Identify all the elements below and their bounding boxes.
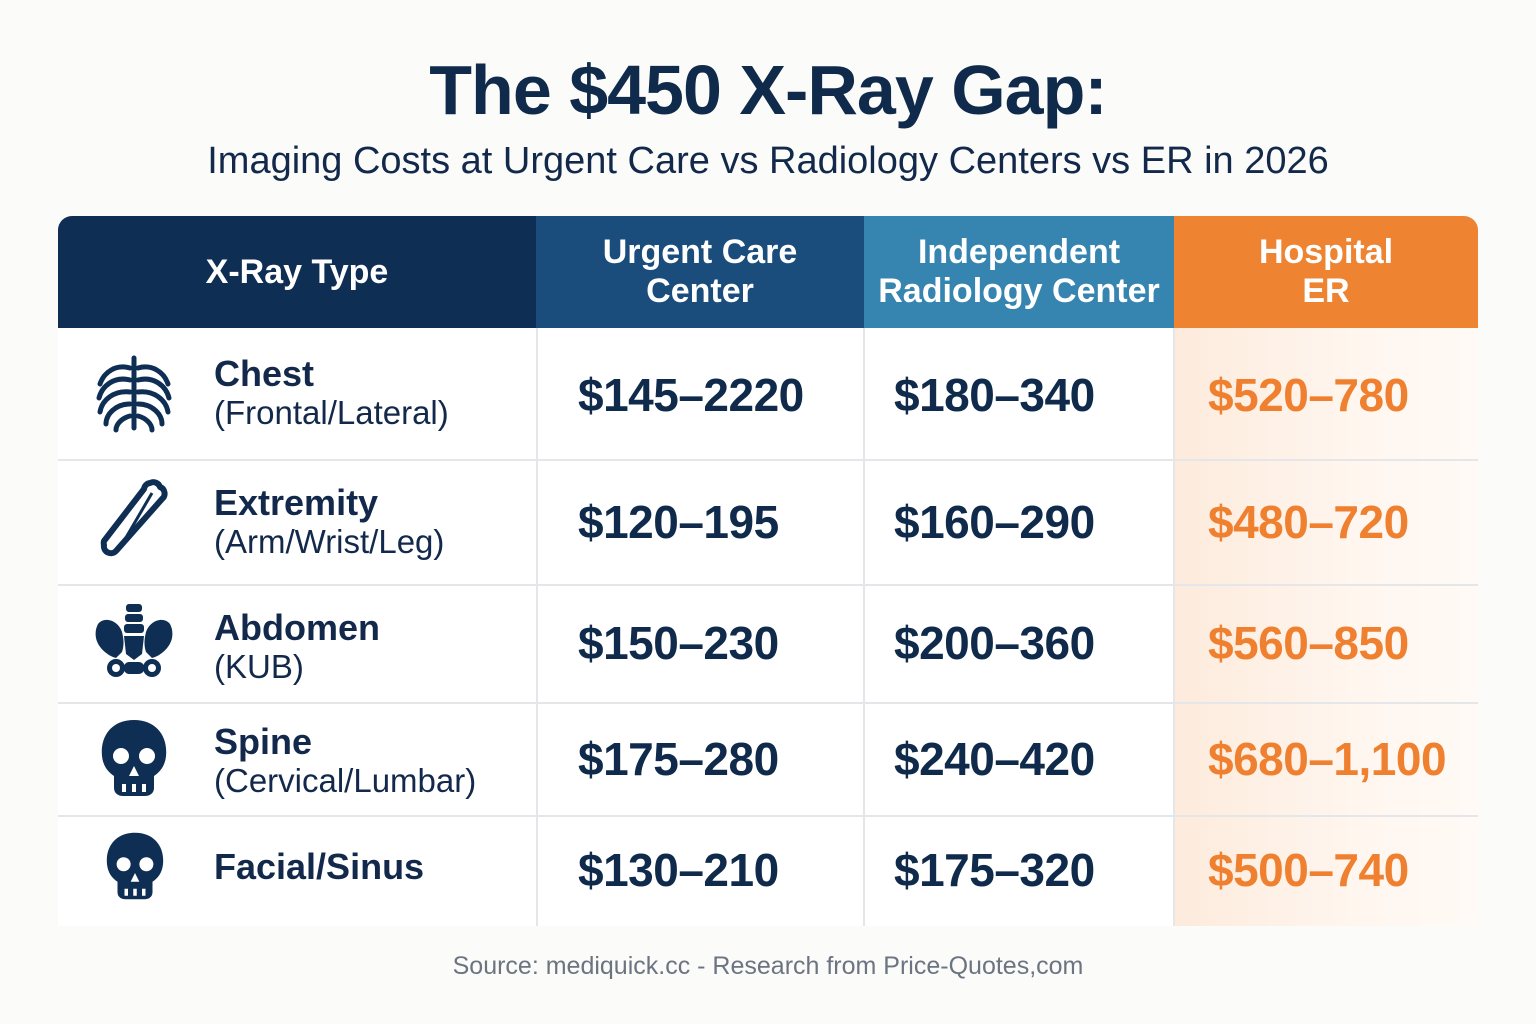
price-hospital-er: $680–1,100	[1208, 733, 1447, 785]
page-subtitle: Imaging Costs at Urgent Care vs Radiolog…	[207, 140, 1329, 182]
price-hospital-er: $500–740	[1208, 844, 1409, 896]
skull-icon	[106, 832, 164, 900]
xray-type-label: Facial/Sinus	[214, 847, 424, 886]
row-divider	[58, 584, 1478, 586]
xray-type-name: Abdomen	[214, 607, 380, 648]
price-hospital-er: $520–780	[1208, 369, 1409, 421]
table-row: Chest (Frontal/Lateral) $145–2220 $180–3…	[58, 328, 1478, 459]
source-note: Source: mediquick.cc - Research from Pri…	[452, 952, 1084, 980]
column-divider	[1173, 328, 1175, 926]
xray-type-detail: (KUB)	[214, 648, 304, 685]
xray-type-detail: (Arm/Wrist/Leg)	[214, 523, 445, 560]
pelvis-icon	[95, 604, 173, 677]
table-row: Facial/Sinus $130–210 $175–320 $500–740	[58, 817, 1478, 926]
price-hospital-er: $480–720	[1208, 496, 1409, 548]
xray-type-label: Abdomen (KUB)	[214, 608, 380, 686]
skull-icon	[101, 720, 167, 796]
price-hospital-er: $560–850	[1208, 617, 1409, 669]
price-independent-radiology: $180–340	[894, 369, 1095, 421]
price-independent-radiology: $200–360	[894, 617, 1095, 669]
price-independent-radiology: $240–420	[894, 733, 1095, 785]
xray-type-label: Extremity (Arm/Wrist/Leg)	[214, 483, 444, 561]
bone-icon	[100, 479, 168, 557]
row-divider	[58, 459, 1478, 461]
xray-type-label: Chest (Frontal/Lateral)	[214, 354, 449, 432]
price-urgent-care: $130–210	[578, 844, 779, 896]
price-urgent-care: $120–195	[578, 496, 779, 548]
table-row: Abdomen (KUB) $150–230 $200–360 $560–850	[58, 586, 1478, 702]
table-header: X-Ray Type Urgent Care Center Independen…	[58, 216, 1478, 328]
price-urgent-care: $150–230	[578, 617, 779, 669]
price-urgent-care: $175–280	[578, 733, 779, 785]
header-xray-type: X-Ray Type	[58, 216, 536, 328]
xray-type-label: Spine (Cervical/Lumbar)	[214, 722, 476, 800]
price-urgent-care: $145–2220	[578, 369, 804, 421]
table-row: Spine (Cervical/Lumbar) $175–280 $240–42…	[58, 704, 1478, 815]
xray-type-detail: (Frontal/Lateral)	[214, 394, 449, 431]
xray-type-detail: (Cervical/Lumbar)	[214, 762, 477, 799]
header-urgent-care: Urgent Care Center	[536, 216, 864, 328]
price-table: X-Ray Type Urgent Care Center Independen…	[58, 216, 1478, 926]
header-independent-radiology: Independent Radiology Center	[864, 216, 1174, 328]
xray-type-name: Facial/Sinus	[214, 846, 425, 887]
table-row: Extremity (Arm/Wrist/Leg) $120–195 $160–…	[58, 461, 1478, 584]
row-divider	[58, 702, 1478, 704]
header-hospital-er: Hospital ER	[1174, 216, 1478, 328]
ribcage-icon	[96, 355, 172, 433]
xray-type-name: Extremity	[214, 482, 379, 523]
page-title: The $450 X-Ray Gap:	[429, 51, 1107, 129]
xray-type-name: Chest	[214, 353, 315, 394]
price-independent-radiology: $160–290	[894, 496, 1095, 548]
column-divider	[863, 328, 865, 926]
column-divider	[536, 328, 538, 926]
row-divider	[58, 815, 1478, 817]
xray-type-name: Spine	[214, 721, 313, 762]
price-independent-radiology: $175–320	[894, 844, 1095, 896]
er-column-highlight	[1174, 328, 1478, 926]
